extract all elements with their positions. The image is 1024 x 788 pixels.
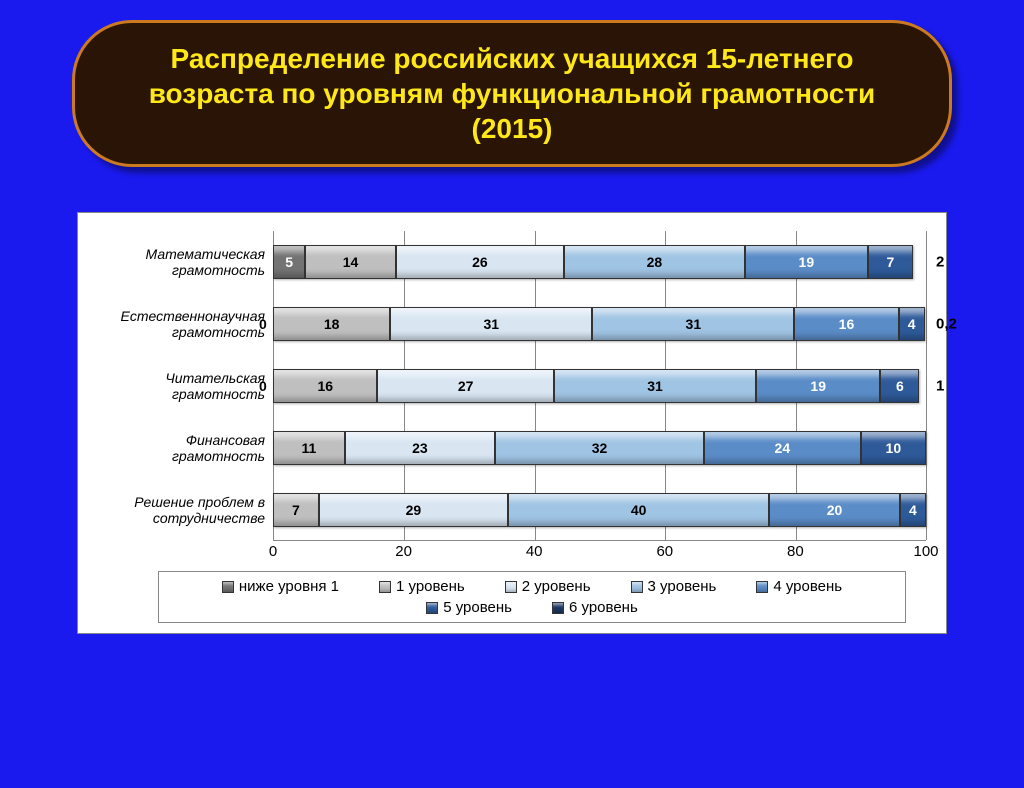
x-tick: 60 xyxy=(656,543,673,560)
bar-track: 01627311961 xyxy=(273,369,926,403)
slide-title: Распределение российских учащихся 15-лет… xyxy=(115,41,909,146)
legend-swatch xyxy=(426,602,438,614)
bar-segment: 26 xyxy=(396,245,564,279)
bar-row: 1123322410 xyxy=(273,417,926,479)
bar-segment: 4 xyxy=(900,493,926,527)
legend-label: ниже уровня 1 xyxy=(239,578,339,595)
legend-item: 5 уровень xyxy=(426,599,512,616)
category-label: Решение проблем в сотрудничестве xyxy=(98,494,265,526)
legend-swatch xyxy=(379,581,391,593)
legend-swatch xyxy=(505,581,517,593)
bar-segment: 28 xyxy=(564,245,745,279)
category-label-row: Математическая грамотность xyxy=(98,231,273,293)
x-tick: 80 xyxy=(787,543,804,560)
bar-segment: 4 xyxy=(899,307,925,341)
x-tick: 20 xyxy=(395,543,412,560)
bar-track: 01831311640,2 xyxy=(273,307,926,341)
bar-row: 51426281972 xyxy=(273,231,926,293)
bar-segment: 40 xyxy=(508,493,769,527)
bar-segment: 0 xyxy=(259,307,273,341)
legend-swatch xyxy=(756,581,768,593)
plot-region: Математическая грамотность Естественнонау… xyxy=(98,231,926,541)
bar-segment: 31 xyxy=(390,307,592,341)
x-axis: 020406080100 xyxy=(273,543,926,565)
title-box: Распределение российских учащихся 15-лет… xyxy=(72,20,952,167)
legend-item: 3 уровень xyxy=(631,578,717,595)
category-label: Финансовая грамотность xyxy=(98,432,265,464)
bar-segment: 7 xyxy=(273,493,319,527)
overflow-value: 2 xyxy=(936,254,944,271)
category-label-row: Решение проблем в сотрудничестве xyxy=(98,479,273,541)
bar-segment: 29 xyxy=(319,493,508,527)
plot: 5142628197201831311640,20162731196111233… xyxy=(273,231,926,541)
legend-item: 1 уровень xyxy=(379,578,465,595)
bar-segment: 32 xyxy=(495,431,704,465)
chart-panel: Математическая грамотность Естественнонау… xyxy=(77,212,947,634)
gridline xyxy=(926,231,927,540)
legend-item: ниже уровня 1 xyxy=(222,578,339,595)
bar-track: 1123322410 xyxy=(273,431,926,465)
overflow-value: 1 xyxy=(936,378,944,395)
legend-label: 3 уровень xyxy=(648,578,717,595)
bar-segment: 11 xyxy=(273,431,345,465)
bar-segment: 16 xyxy=(273,369,377,403)
bar-segment: 5 xyxy=(273,245,305,279)
legend-swatch xyxy=(552,602,564,614)
category-label-row: Финансовая грамотность xyxy=(98,417,273,479)
bar-segment: 27 xyxy=(377,369,553,403)
category-label-row: Естественнонаучная грамотность xyxy=(98,293,273,355)
legend-label: 2 уровень xyxy=(522,578,591,595)
bar-row: 72940204 xyxy=(273,479,926,541)
x-tick: 0 xyxy=(269,543,277,560)
legend-swatch xyxy=(222,581,234,593)
legend-label: 6 уровень xyxy=(569,599,638,616)
x-tick: 40 xyxy=(526,543,543,560)
bar-segment: 24 xyxy=(704,431,861,465)
bar-track: 51426281972 xyxy=(273,245,926,279)
y-axis-labels: Математическая грамотность Естественнонау… xyxy=(98,231,273,541)
bar-segment: 0 xyxy=(259,369,273,403)
category-label-row: Читательская грамотность xyxy=(98,355,273,417)
bar-segment: 19 xyxy=(745,245,868,279)
bar-segment: 20 xyxy=(769,493,900,527)
bar-segment: 31 xyxy=(554,369,756,403)
bar-row: 01627311961 xyxy=(273,355,926,417)
legend: ниже уровня 1 1 уровень 2 уровень 3 уровень… xyxy=(158,571,906,623)
bar-segment: 31 xyxy=(592,307,794,341)
legend-swatch xyxy=(631,581,643,593)
category-label: Математическая грамотность xyxy=(98,246,265,278)
legend-item: 6 уровень xyxy=(552,599,638,616)
bar-segment: 19 xyxy=(756,369,880,403)
bar-segment: 10 xyxy=(861,431,926,465)
legend-item: 4 уровень xyxy=(756,578,842,595)
bar-segment: 6 xyxy=(880,369,919,403)
bar-segment: 18 xyxy=(273,307,390,341)
bar-track: 72940204 xyxy=(273,493,926,527)
legend-label: 1 уровень xyxy=(396,578,465,595)
bar-segment: 23 xyxy=(345,431,495,465)
category-label: Читательская грамотность xyxy=(98,370,265,402)
bar-segment: 7 xyxy=(868,245,913,279)
bar-segment: 16 xyxy=(794,307,898,341)
legend-item: 2 уровень xyxy=(505,578,591,595)
legend-label: 5 уровень xyxy=(443,599,512,616)
legend-label: 4 уровень xyxy=(773,578,842,595)
x-tick: 100 xyxy=(913,543,938,560)
bar-row: 01831311640,2 xyxy=(273,293,926,355)
bar-segment: 14 xyxy=(305,245,396,279)
bars-container: 5142628197201831311640,20162731196111233… xyxy=(273,231,926,541)
category-label: Естественнонаучная грамотность xyxy=(98,308,265,340)
overflow-value: 0,2 xyxy=(936,316,957,333)
